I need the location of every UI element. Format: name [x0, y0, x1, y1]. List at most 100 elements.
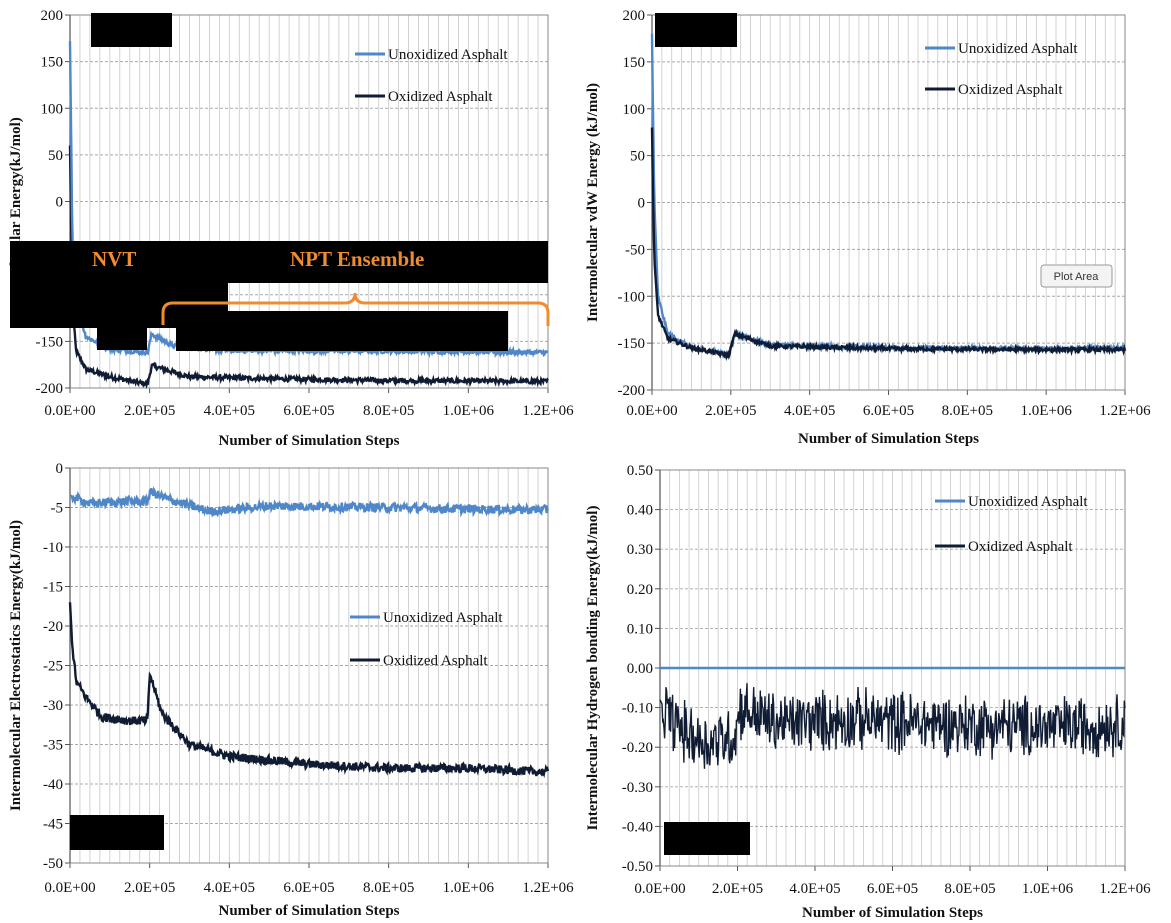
x-axis-label: Number of Simulation Steps — [802, 905, 983, 921]
y-tick-label: 0 — [638, 196, 646, 212]
y-tick-label: 0.40 — [627, 503, 653, 519]
chart-panel-br: 0.50 0.40 0.30 0.20 0.10 0.00 -0.10 -0.20 -0.30 -… — [585, 463, 1151, 921]
redaction-box — [91, 13, 172, 47]
plot-area-tooltip-label: Plot Area — [1054, 271, 1100, 283]
y-axis-label: Intermolecular Electrostatics Energy(kJ/… — [8, 520, 24, 811]
y-tick-label: -25 — [43, 659, 63, 675]
y-axis-label: Intermolecular vdW Energy (kJ/mol) — [585, 83, 601, 322]
y-tick-label: 50 — [48, 148, 63, 164]
x-tick-label: 4.0E+05 — [784, 403, 835, 419]
y-tick-label: -50 — [43, 856, 63, 872]
x-tick-label: 8.0E+05 — [363, 403, 414, 419]
legend-label: Unoxidized Asphalt — [383, 610, 503, 626]
redaction-box — [97, 328, 147, 350]
series-line-oxidized — [659, 683, 1126, 769]
series-line-oxidized — [68, 145, 549, 390]
y-tick-label: -15 — [43, 580, 63, 596]
x-tick-label: 1.0E+06 — [443, 880, 495, 896]
y-tick-label: 0.00 — [627, 661, 653, 677]
y-tick-label: 200 — [41, 8, 64, 24]
x-tick-label: 1.2E+06 — [522, 880, 574, 896]
x-axis-label: Number of Simulation Steps — [219, 903, 400, 919]
legend-label: Oxidized Asphalt — [388, 89, 493, 105]
x-tick-label: 2.0E+05 — [705, 403, 756, 419]
y-tick-label: -0.30 — [622, 780, 653, 796]
x-axis-label: Number of Simulation Steps — [219, 433, 400, 449]
x-tick-label: 2.0E+05 — [124, 403, 175, 419]
series-line-oxidized — [650, 127, 1127, 362]
chart-panel-tr: 200 150 100 50 0 -50 -100 -150 -200 0.0E+00 2.0E+0… — [585, 8, 1151, 447]
x-tick-label: 2.0E+05 — [124, 880, 175, 896]
y-tick-label: -20 — [43, 619, 63, 635]
y-tick-label: -0.50 — [622, 859, 653, 875]
redaction-box — [664, 822, 750, 855]
x-tick-label: 1.0E+06 — [443, 403, 495, 419]
npt-bracket — [161, 292, 550, 326]
x-tick-label: 1.0E+06 — [1022, 881, 1074, 897]
y-tick-label: -5 — [51, 501, 64, 517]
y-tick-label: 50 — [630, 149, 645, 165]
legend-label: Oxidized Asphalt — [968, 539, 1073, 555]
x-tick-label: 6.0E+05 — [863, 403, 914, 419]
y-tick-label: -50 — [625, 242, 645, 258]
y-tick-label: -150 — [618, 336, 646, 352]
x-tick-label: 6.0E+05 — [283, 880, 334, 896]
x-tick-label: 6.0E+05 — [283, 403, 334, 419]
x-tick-label: 4.0E+05 — [204, 403, 255, 419]
annotation-nvt: NVT — [92, 247, 136, 271]
y-tick-label: 200 — [623, 8, 646, 24]
y-tick-label: 0.20 — [627, 582, 653, 598]
x-tick-label: 2.0E+05 — [712, 881, 763, 897]
y-tick-label: -45 — [43, 817, 63, 833]
y-tick-label: 150 — [623, 55, 646, 71]
y-tick-label: -30 — [43, 698, 63, 714]
annotation-npt-ensemble: NPT Ensemble — [290, 247, 424, 271]
redaction-box — [655, 13, 737, 47]
x-tick-label: 6.0E+05 — [867, 881, 918, 897]
x-tick-label: 0.0E+00 — [44, 880, 95, 896]
y-tick-label: -10 — [43, 540, 63, 556]
x-tick-label: 8.0E+05 — [944, 881, 995, 897]
y-tick-label: 100 — [41, 101, 64, 117]
y-tick-label: -150 — [36, 334, 64, 350]
x-tick-label: 8.0E+05 — [942, 403, 993, 419]
redaction-box — [176, 311, 508, 351]
legend-label: Oxidized Asphalt — [958, 82, 1063, 98]
y-tick-label: -35 — [43, 738, 63, 754]
y-tick-label: 0 — [56, 195, 64, 211]
x-tick-label: 1.0E+06 — [1020, 403, 1072, 419]
x-tick-label: 4.0E+05 — [789, 881, 840, 897]
x-tick-label: 1.2E+06 — [1099, 403, 1151, 419]
y-tick-label: 100 — [623, 102, 646, 118]
y-tick-label: 0.50 — [627, 463, 653, 479]
x-tick-label: 1.2E+06 — [522, 403, 574, 419]
y-tick-label: -200 — [618, 383, 646, 399]
y-tick-label: 150 — [41, 55, 64, 71]
x-tick-label: 4.0E+05 — [204, 880, 255, 896]
x-tick-label: 0.0E+00 — [626, 403, 677, 419]
x-tick-label: 0.0E+00 — [44, 403, 95, 419]
y-axis-label: Intermolecular Hydrogen bonding Energy(k… — [585, 506, 601, 831]
redaction-box — [70, 815, 164, 850]
y-tick-label: 0 — [56, 461, 64, 477]
x-axis-label: Number of Simulation Steps — [798, 431, 979, 447]
redaction-box — [10, 241, 548, 283]
legend-label: Unoxidized Asphalt — [958, 41, 1078, 57]
legend-label: Unoxidized Asphalt — [968, 494, 1088, 510]
y-tick-label: -200 — [36, 381, 64, 397]
y-tick-label: 0.10 — [627, 621, 653, 637]
y-tick-label: -0.20 — [622, 740, 653, 756]
x-tick-label: 8.0E+05 — [363, 880, 414, 896]
y-tick-label: -100 — [618, 289, 646, 305]
y-tick-label: -0.10 — [622, 701, 653, 717]
plot-area-tooltip — [1040, 264, 1113, 288]
x-tick-label: 1.2E+06 — [1099, 881, 1151, 897]
legend-label: Oxidized Asphalt — [383, 653, 488, 669]
y-tick-label: -40 — [43, 777, 63, 793]
y-tick-label: 0.30 — [627, 542, 653, 558]
legend-label: Unoxidized Asphalt — [388, 47, 508, 63]
chart-panel-tl: 200150100500-50-100-150-2000.0E+002.0E+0… — [8, 8, 574, 449]
series-line-oxidized — [68, 602, 550, 779]
x-tick-label: 0.0E+00 — [634, 881, 685, 897]
